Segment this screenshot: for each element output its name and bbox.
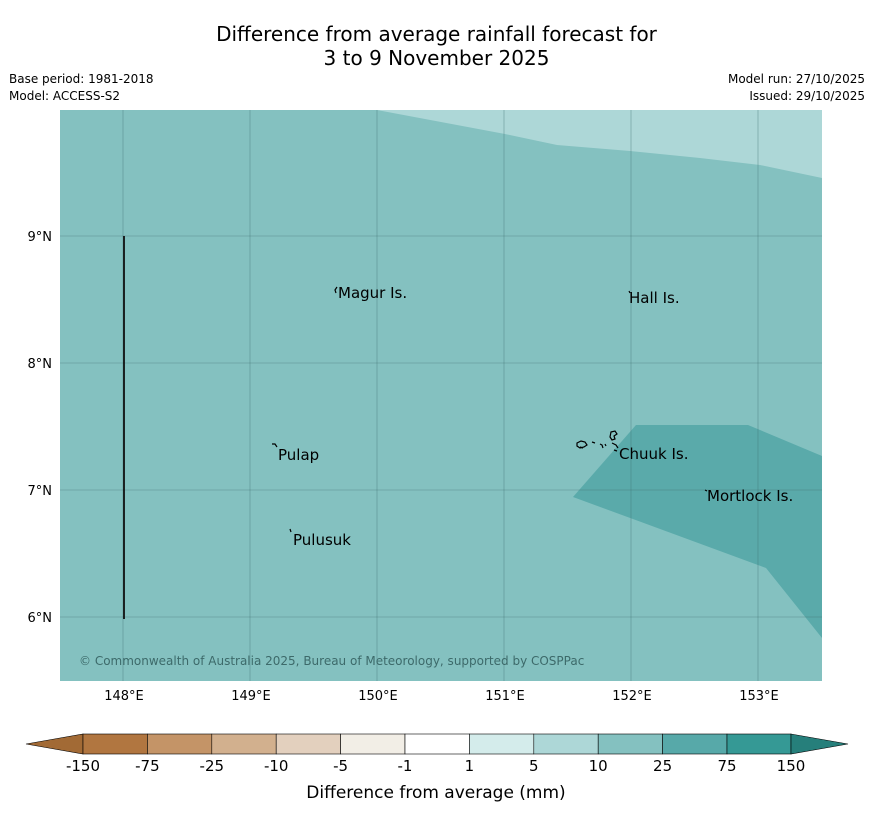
- cb-tick-6: 1: [465, 757, 475, 775]
- map-title: Difference from average rainfall forecas…: [0, 22, 873, 70]
- colorbar-swatch-6: [404, 733, 470, 755]
- issued-date: Issued: 29/10/2025: [749, 89, 865, 103]
- lon-label-153: 153°E: [739, 689, 779, 704]
- place-label-pulap: Pulap: [278, 446, 319, 464]
- colorbar-title: Difference from average (mm): [306, 783, 565, 803]
- lat-label-8: 8°N: [28, 357, 53, 372]
- cb-tick-0: -150: [66, 757, 100, 775]
- band-5-10-region: [377, 110, 822, 178]
- title-line-1: Difference from average rainfall forecas…: [216, 22, 657, 46]
- model-name: Model: ACCESS-S2: [9, 89, 121, 103]
- colorbar-swatch-4: [275, 733, 341, 755]
- colorbar-swatch-2: [147, 733, 213, 755]
- cb-tick-3: -10: [264, 757, 289, 775]
- colorbar-swatch-9: [597, 733, 663, 755]
- lat-label-6: 6°N: [28, 611, 53, 626]
- meta-left: Base period: 1981-2018 Model: ACCESS-S2: [9, 71, 154, 105]
- band-25-75-region: [573, 425, 822, 638]
- colorbar-extend-low: [25, 733, 84, 755]
- lon-label-152: 152°E: [612, 689, 652, 704]
- cb-tick-5: -1: [398, 757, 413, 775]
- chuuk-lagoon-shape: [576, 430, 619, 452]
- place-label-pulusuk: Pulusuk: [293, 531, 351, 549]
- colorbar: [25, 733, 849, 755]
- cb-tick-10: 75: [717, 757, 736, 775]
- lon-label-150: 150°E: [358, 689, 398, 704]
- cb-tick-9: 25: [653, 757, 672, 775]
- cb-tick-7: 5: [529, 757, 539, 775]
- lon-label-148: 148°E: [104, 689, 144, 704]
- cb-tick-11: 150: [777, 757, 806, 775]
- place-label-magur: Magur Is.: [338, 284, 407, 302]
- pulap-island-shape: [272, 443, 278, 448]
- colorbar-swatch-5: [340, 733, 406, 755]
- magur-island-shape: [334, 286, 338, 294]
- place-label-chuuk: Chuuk Is.: [619, 445, 688, 463]
- pulusuk-island-shape: [289, 528, 292, 533]
- meta-right: Model run: 27/10/2025 Issued: 29/10/2025: [728, 71, 865, 105]
- title-line-2: 3 to 9 November 2025: [323, 46, 550, 70]
- colorbar-swatch-3: [211, 733, 277, 755]
- map-base-band: [60, 110, 822, 681]
- lat-label-9: 9°N: [28, 230, 53, 245]
- lon-label-151: 151°E: [485, 689, 525, 704]
- cb-tick-8: 10: [589, 757, 608, 775]
- place-label-hall: Hall Is.: [629, 289, 680, 307]
- colorbar-extend-high: [790, 733, 849, 755]
- hall-island-shape: [628, 290, 631, 294]
- cb-tick-1: -75: [135, 757, 160, 775]
- colorbar-swatch-1: [82, 733, 148, 755]
- lat-label-7: 7°N: [28, 484, 53, 499]
- island-outlines: [272, 286, 708, 533]
- cb-tick-4: -5: [333, 757, 348, 775]
- graticule: [60, 110, 822, 681]
- model-run: Model run: 27/10/2025: [727, 72, 865, 86]
- colorbar-swatch-7: [469, 733, 535, 755]
- lon-label-149: 149°E: [231, 689, 271, 704]
- colorbar-swatch-11: [726, 733, 792, 755]
- colorbar-swatch-10: [662, 733, 728, 755]
- copyright-notice: © Commonwealth of Australia 2025, Bureau…: [79, 654, 584, 668]
- cb-tick-2: -25: [200, 757, 225, 775]
- place-label-mortlock: Mortlock Is.: [707, 487, 793, 505]
- base-period: Base period: 1981-2018: [9, 72, 154, 86]
- colorbar-swatch-8: [533, 733, 599, 755]
- mortlock-island-shape: [704, 489, 708, 492]
